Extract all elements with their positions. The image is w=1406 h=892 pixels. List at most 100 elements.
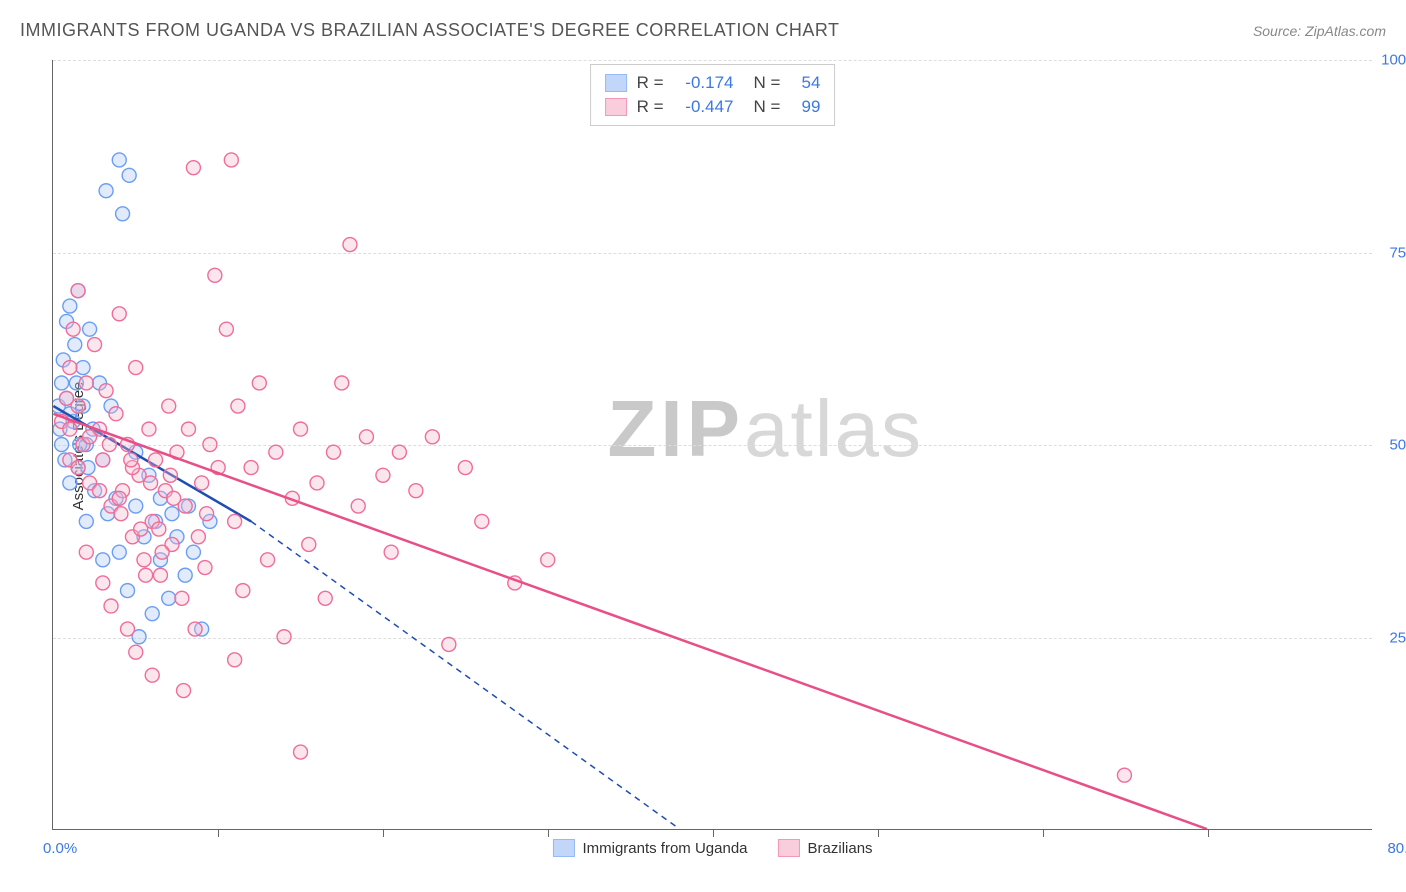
title-bar: IMMIGRANTS FROM UGANDA VS BRAZILIAN ASSO… (20, 20, 1386, 41)
data-point (191, 530, 205, 544)
chart-title: IMMIGRANTS FROM UGANDA VS BRAZILIAN ASSO… (20, 20, 840, 41)
data-point (114, 507, 128, 521)
data-point (145, 607, 159, 621)
legend-swatch (778, 839, 800, 857)
data-point (99, 184, 113, 198)
legend-swatch (605, 74, 627, 92)
data-point (195, 476, 209, 490)
data-point (142, 422, 156, 436)
data-point (188, 622, 202, 636)
data-point (122, 168, 136, 182)
data-point (252, 376, 266, 390)
data-point (139, 568, 153, 582)
data-point (134, 522, 148, 536)
data-point (219, 322, 233, 336)
legend-label: Immigrants from Uganda (582, 840, 747, 857)
data-point (129, 499, 143, 513)
data-point (475, 514, 489, 528)
data-point (68, 338, 82, 352)
data-point (152, 522, 166, 536)
legend-swatch (605, 98, 627, 116)
x-tick (713, 829, 714, 837)
data-point (83, 322, 97, 336)
data-point (186, 545, 200, 559)
legend-stats-row: R = -0.447 N = 99 (605, 95, 821, 119)
stat-n-label: N = (754, 73, 781, 93)
data-point (55, 438, 69, 452)
data-point (63, 299, 77, 313)
source-label: Source: ZipAtlas.com (1253, 23, 1386, 39)
legend-swatch (552, 839, 574, 857)
data-point (71, 284, 85, 298)
data-point (261, 553, 275, 567)
data-point (144, 476, 158, 490)
data-point (149, 453, 163, 467)
x-tick (1208, 829, 1209, 837)
data-point (294, 745, 308, 759)
data-point (96, 553, 110, 567)
x-tick (383, 829, 384, 837)
x-axis-max-label: 80.0% (1387, 840, 1406, 857)
stat-r-label: R = (637, 73, 664, 93)
data-point (129, 361, 143, 375)
legend-item: Immigrants from Uganda (552, 839, 747, 857)
data-point (228, 653, 242, 667)
data-point (162, 399, 176, 413)
data-point (112, 307, 126, 321)
data-point (203, 438, 217, 452)
data-point (76, 361, 90, 375)
data-point (129, 645, 143, 659)
data-point (71, 461, 85, 475)
data-point (208, 268, 222, 282)
legend-item: Brazilians (778, 839, 873, 857)
x-tick (218, 829, 219, 837)
trend-line-dashed (251, 521, 679, 829)
data-point (294, 422, 308, 436)
legend-stats-row: R = -0.174 N = 54 (605, 71, 821, 95)
data-point (177, 684, 191, 698)
data-point (121, 622, 135, 636)
data-point (112, 545, 126, 559)
legend-stats-box: R = -0.174 N = 54 R = -0.447 N = 99 (590, 64, 836, 126)
data-point (175, 591, 189, 605)
stat-r-value: -0.447 (674, 97, 734, 117)
x-tick (1043, 829, 1044, 837)
data-point (442, 637, 456, 651)
data-point (96, 576, 110, 590)
data-point (224, 153, 238, 167)
y-tick-label: 25.0% (1377, 629, 1406, 646)
data-point (63, 476, 77, 490)
data-point (327, 445, 341, 459)
y-tick-label: 75.0% (1377, 244, 1406, 261)
data-point (167, 491, 181, 505)
data-point (228, 514, 242, 528)
data-point (162, 591, 176, 605)
data-point (93, 484, 107, 498)
data-point (343, 238, 357, 252)
x-tick (548, 829, 549, 837)
data-point (153, 568, 167, 582)
data-point (269, 445, 283, 459)
bottom-legend: Immigrants from Uganda Brazilians (544, 839, 880, 857)
data-point (99, 384, 113, 398)
stat-r-value: -0.174 (674, 73, 734, 93)
data-point (112, 153, 126, 167)
data-point (83, 430, 97, 444)
data-point (104, 599, 118, 613)
data-point (165, 507, 179, 521)
data-point (63, 422, 77, 436)
data-point (200, 507, 214, 521)
stat-n-value: 99 (790, 97, 820, 117)
data-point (145, 668, 159, 682)
data-point (96, 453, 110, 467)
data-point (181, 422, 195, 436)
data-point (1117, 768, 1131, 782)
legend-label: Brazilians (808, 840, 873, 857)
data-point (66, 322, 80, 336)
trend-line (53, 414, 1207, 829)
data-point (541, 553, 555, 567)
plot-area: ZIPatlas R = -0.174 N = 54 R = -0.447 N … (52, 60, 1372, 830)
data-point (392, 445, 406, 459)
data-point (155, 545, 169, 559)
data-point (137, 553, 151, 567)
